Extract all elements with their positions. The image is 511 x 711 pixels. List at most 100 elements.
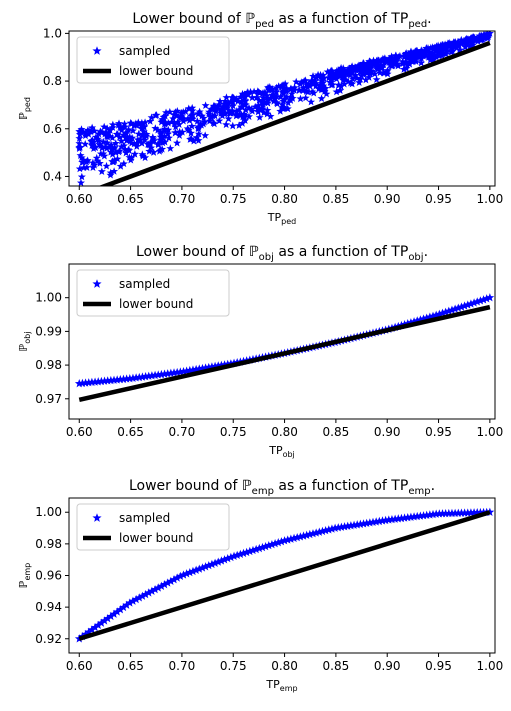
y-tick-label: 0.92 — [35, 632, 62, 646]
sampled-point — [177, 108, 186, 117]
sampled-point — [97, 376, 106, 386]
sampled-point — [328, 66, 337, 75]
sampled-point — [156, 135, 165, 144]
sampled-point — [141, 118, 150, 126]
sampled-point — [107, 145, 116, 154]
sampled-point — [108, 150, 117, 158]
x-tick-label: 0.95 — [425, 425, 452, 439]
sampled-point — [476, 296, 485, 305]
sampled-point — [286, 93, 295, 101]
sampled-point — [99, 137, 108, 146]
sampled-point — [429, 55, 438, 64]
sampled-point — [455, 45, 464, 54]
y-tick-label: 1.00 — [35, 505, 62, 519]
sampled-point — [333, 70, 342, 79]
sampled-point — [327, 524, 337, 533]
sampled-point — [272, 98, 281, 107]
sampled-point — [453, 37, 462, 46]
sampled-point — [179, 114, 188, 123]
sampled-point — [140, 135, 149, 144]
sampled-point — [147, 586, 157, 595]
sampled-point — [327, 76, 336, 84]
sampled-point — [128, 126, 137, 135]
sampled-point — [158, 133, 167, 142]
sampled-point — [431, 310, 441, 319]
x-tick-label: 0.75 — [220, 659, 247, 673]
sampled-point — [100, 616, 109, 625]
sampled-point — [366, 68, 375, 76]
sampled-point — [81, 378, 90, 387]
legend-star-marker — [92, 46, 102, 55]
sampled-point — [371, 517, 381, 526]
sampled-point — [258, 96, 267, 105]
sampled-point — [141, 372, 150, 381]
sampled-point — [126, 137, 135, 145]
sampled-point — [356, 61, 365, 70]
sampled-point — [276, 92, 285, 101]
sampled-point — [188, 106, 197, 115]
sampled-point — [106, 168, 115, 177]
sampled-point — [289, 533, 299, 543]
sampled-point — [302, 530, 312, 539]
sampled-point — [106, 132, 115, 140]
sampled-point — [264, 540, 274, 550]
sampled-point — [311, 82, 320, 90]
sampled-point — [317, 74, 326, 82]
sampled-point — [166, 368, 176, 377]
x-tick-label: 0.70 — [169, 659, 196, 673]
sampled-point — [242, 547, 252, 557]
sampled-point — [183, 124, 192, 133]
sampled-point — [97, 167, 106, 175]
sampled-point — [324, 525, 334, 534]
sampled-point — [194, 364, 204, 373]
title-sub2: obj — [408, 252, 423, 263]
sampled-point — [94, 136, 103, 145]
sampled-point — [228, 106, 237, 115]
sampled-point — [85, 127, 94, 135]
sampled-point — [125, 598, 135, 607]
sampled-point — [130, 139, 139, 148]
sampled-point — [84, 130, 93, 138]
sampled-point — [134, 593, 144, 602]
sampled-point — [262, 93, 271, 102]
title-sub2: emp — [408, 486, 430, 497]
sampled-point — [87, 625, 97, 634]
x-tick-label: 0.85 — [323, 659, 350, 673]
sampled-point — [351, 66, 360, 74]
sampled-point — [409, 52, 418, 60]
sampled-point — [207, 362, 217, 371]
sampled-point — [220, 555, 229, 564]
sampled-point — [140, 122, 149, 130]
sampled-point — [210, 119, 219, 128]
sampled-point — [253, 104, 262, 113]
sampled-point — [444, 508, 454, 518]
sampled-point — [257, 105, 266, 114]
sampled-point — [108, 123, 117, 132]
sampled-point — [93, 377, 103, 386]
sampled-point — [87, 141, 96, 149]
sampled-point — [384, 515, 394, 524]
sampled-point — [119, 131, 128, 139]
sampled-point — [255, 88, 264, 97]
sampled-point — [241, 100, 250, 109]
sampled-point — [457, 302, 466, 311]
sampled-point — [188, 566, 198, 576]
sampled-point — [103, 614, 113, 623]
sampled-point — [345, 70, 354, 78]
sampled-point — [441, 307, 451, 316]
sampled-point — [278, 82, 287, 90]
sampled-point — [169, 114, 178, 123]
sampled-point — [449, 38, 458, 47]
sampled-point — [274, 82, 283, 90]
sampled-point — [485, 507, 495, 516]
sampled-point — [215, 100, 224, 109]
sampled-point — [245, 103, 254, 112]
sampled-point — [96, 127, 105, 136]
sampled-point — [157, 581, 166, 590]
sampled-point — [103, 138, 112, 147]
sampled-point — [216, 109, 225, 117]
sampled-point — [193, 117, 202, 125]
sampled-point — [356, 75, 365, 83]
sampled-point — [301, 93, 310, 102]
sampled-point — [434, 309, 444, 319]
